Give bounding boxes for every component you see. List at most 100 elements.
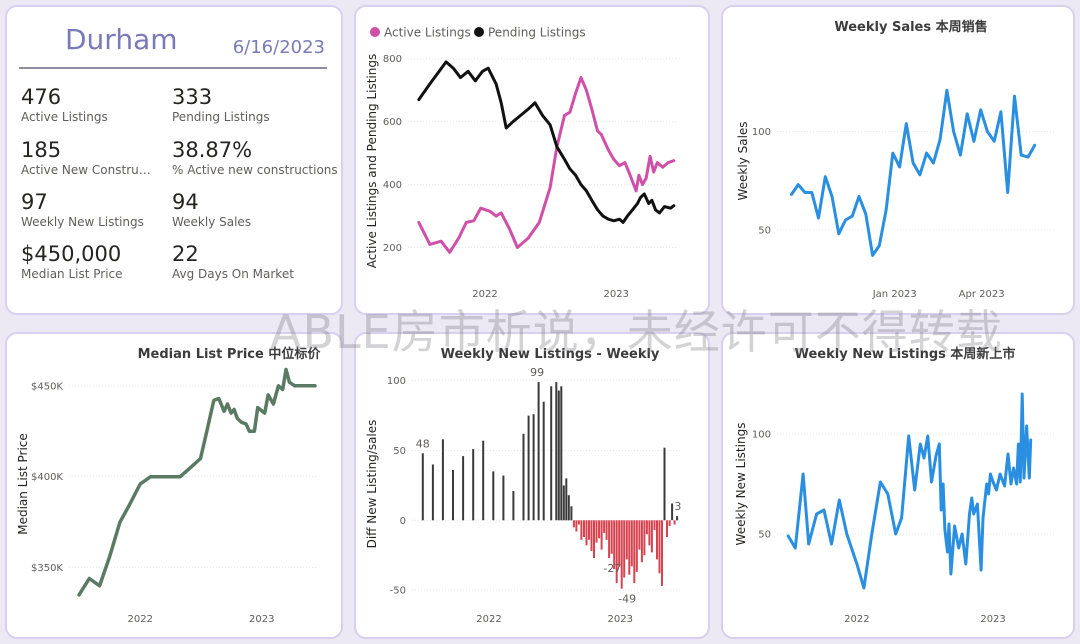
kpi-value: 185 <box>21 138 62 162</box>
y-tick-label: $400K <box>31 472 63 483</box>
series-line-weekly_new_listings <box>786 392 1033 590</box>
bar <box>603 520 606 533</box>
kpi-label: Pending Listings <box>172 110 270 124</box>
y-tick-label: 100 <box>752 430 771 441</box>
bar <box>671 503 674 521</box>
bar <box>658 520 661 574</box>
bar <box>532 414 535 521</box>
kpi-label: Active Listings <box>21 110 108 124</box>
weekly-sales-card: Weekly Sales 本周销售 50 100 Jan 2023 Apr 2023 We… <box>721 5 1075 315</box>
weekly-sales-chart: Weekly Sales 本周销售 50 100 Jan 2023 Apr 2023 We… <box>736 19 1055 300</box>
bar <box>441 439 444 521</box>
bar <box>663 447 666 521</box>
bar <box>560 386 563 521</box>
active-pending-chart: 200 400 600 800 2022 2023 Active Listings and … <box>365 26 676 300</box>
bar <box>567 495 570 521</box>
kpi-label: Weekly New Listings <box>21 215 144 229</box>
y-axis-label: Median List Price <box>16 433 30 535</box>
bar <box>570 506 573 521</box>
bar <box>608 520 611 558</box>
x-tick-label: 2022 <box>472 289 497 300</box>
bar <box>462 456 465 521</box>
bar <box>666 520 668 537</box>
bar <box>648 520 651 546</box>
kpi-active-new-constructions: 185 Active New Constructions <box>21 138 153 178</box>
legend-label: Active Listings <box>384 26 471 40</box>
bar <box>625 520 628 560</box>
bar <box>588 520 590 540</box>
chart-title: Weekly Sales 本周销售 <box>834 19 987 35</box>
bar <box>610 520 613 554</box>
y-tick-label: 200 <box>383 243 402 254</box>
y-tick-label: 400 <box>383 180 402 191</box>
kpi-pct-new-constructions: 38.87% % Active new constructions <box>172 138 341 178</box>
bar <box>638 520 641 550</box>
bar <box>557 390 560 521</box>
series-line-median_list_price <box>77 367 317 597</box>
bar <box>492 471 495 521</box>
bar <box>653 520 656 531</box>
bar <box>640 520 643 563</box>
y-tick-label: $450K <box>31 381 63 392</box>
bar <box>605 520 608 540</box>
y-tick-label: 800 <box>383 54 402 65</box>
bar <box>615 520 618 584</box>
kpi-value: $450,000 <box>21 242 122 266</box>
x-tick-label: 2023 <box>604 289 629 300</box>
x-tick-label: 2022 <box>844 614 869 625</box>
kpi-value: 38.87% <box>172 138 253 162</box>
kpi-weekly-sales: 94 Weekly Sales <box>172 190 322 230</box>
kpi-label: % Active new constructions <box>172 163 338 177</box>
bar <box>620 520 623 589</box>
bar <box>452 470 454 521</box>
kpi-active-listings: 476 Active Listings <box>21 85 171 125</box>
bar <box>565 478 568 521</box>
bar <box>661 520 663 586</box>
data-label: -49 <box>618 593 636 606</box>
report-date: 6/16/2023 <box>232 37 325 58</box>
bar <box>575 520 578 532</box>
bar <box>656 520 658 560</box>
y-tick-label: 50 <box>758 530 771 541</box>
kpi-label: Active New Constructions <box>21 163 153 177</box>
y-axis-label: Weekly Sales <box>736 121 750 200</box>
kpi-card: Durham 6/16/2023 476 Active Listings 333… <box>5 5 343 315</box>
kpi-value: 97 <box>21 190 48 214</box>
median-list-price-card: Median List Price 中位标价 $350K $400K $450K 202… <box>5 332 343 639</box>
chart-title: Median List Price 中位标价 <box>138 346 322 362</box>
bar <box>595 520 598 543</box>
y-tick-label: 100 <box>752 127 771 138</box>
y-tick-label: 50 <box>758 225 771 236</box>
data-label: 99 <box>530 366 544 379</box>
bar <box>522 433 525 521</box>
y-tick-label: 100 <box>387 376 406 387</box>
bar <box>577 520 580 525</box>
bar <box>562 485 565 521</box>
bar <box>502 475 505 521</box>
median-list-price-chart: Median List Price 中位标价 $350K $400K $450K 202… <box>16 346 322 625</box>
kpi-header: Durham 6/16/2023 <box>19 17 327 69</box>
bar <box>550 386 553 521</box>
x-tick-label: 2022 <box>476 614 501 625</box>
bar <box>512 491 515 521</box>
bar <box>676 516 679 521</box>
city-title: Durham <box>65 23 178 56</box>
bar <box>555 382 558 521</box>
bar <box>643 520 646 556</box>
active-pending-card: 200 400 600 800 2022 2023 Active Listings and … <box>354 5 710 315</box>
x-tick-label: 2023 <box>608 614 633 625</box>
bar <box>600 520 603 550</box>
kpi-avg-days-on-market: 22 Avg Days On Market <box>172 242 322 282</box>
weekly-new-listings-card: Weekly New Listings 本周新上市 50 100 2022 2023 We… <box>721 332 1075 639</box>
series-line-weekly_sales <box>790 88 1037 257</box>
y-tick-label: 0 <box>400 516 406 527</box>
bar <box>645 520 648 535</box>
bar <box>673 520 676 525</box>
y-tick-label: 50 <box>393 446 406 457</box>
kpi-label: Median List Price <box>21 267 123 281</box>
data-label: 3 <box>674 500 681 513</box>
bar <box>421 453 424 521</box>
bar <box>628 520 631 575</box>
bar <box>472 449 475 521</box>
weekly-new-listings-chart: Weekly New Listings 本周新上市 50 100 2022 2023 We… <box>734 346 1055 625</box>
